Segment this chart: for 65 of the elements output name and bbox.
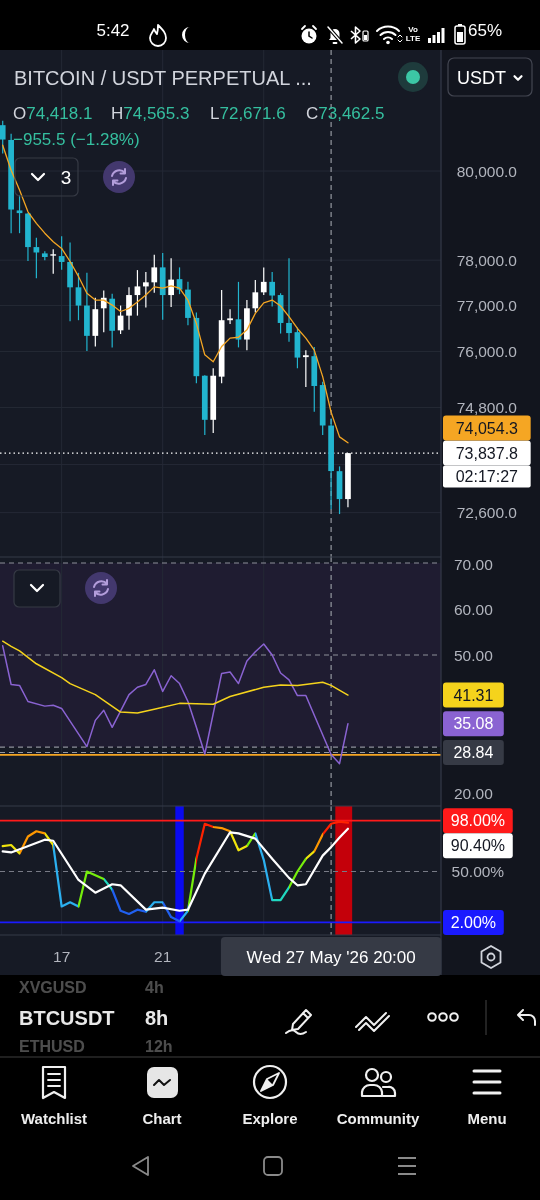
candlestick xyxy=(126,286,132,331)
candlestick xyxy=(151,254,158,294)
text: Community xyxy=(336,1110,420,1127)
ref-line-label: 73,837.8 xyxy=(455,444,519,462)
text: 5:42 xyxy=(96,21,130,40)
y-tick-label: 72,600.0 xyxy=(456,504,518,522)
text: BTCUSDT xyxy=(19,1007,115,1029)
candlestick xyxy=(134,269,141,317)
candlestick xyxy=(269,271,276,308)
candlestick xyxy=(260,266,267,296)
x-tick-label: 17 xyxy=(53,948,71,965)
y-tick-label: 2.00% xyxy=(450,913,497,931)
y-tick-label: 78,000.0 xyxy=(456,251,518,269)
candlestick xyxy=(75,272,82,321)
line-series xyxy=(1,820,350,923)
text: 12h xyxy=(145,1038,173,1055)
candlestick xyxy=(286,257,292,343)
candlestick xyxy=(227,308,233,325)
text: 41.31 xyxy=(453,686,494,704)
candlestick xyxy=(58,235,65,271)
y-tick-label: 74,800.0 xyxy=(456,399,518,417)
y-tick-label: 77,000.0 xyxy=(456,297,518,315)
text: USDT xyxy=(457,68,506,88)
y-tick-label: 80,000.0 xyxy=(456,162,518,180)
text: 4h xyxy=(145,979,164,996)
x-tick-label: 21 xyxy=(154,948,172,965)
y-tick-label: 20.00 xyxy=(454,784,494,802)
text: 35.08 xyxy=(453,715,494,733)
ref-line-label: 28.84 xyxy=(453,743,494,761)
candlestick xyxy=(142,271,149,308)
annotation: L72,671.6 xyxy=(210,104,286,123)
text: Watchlist xyxy=(20,1110,88,1127)
text: ETHUSD xyxy=(19,1038,85,1055)
y-tick-label: 76,000.0 xyxy=(456,343,518,361)
text: Chart xyxy=(142,1110,182,1127)
text: BITCOIN / USDT PERPETUAL ... xyxy=(14,67,312,89)
line-series xyxy=(1,640,349,714)
candlestick xyxy=(252,279,259,314)
text: 90.40% xyxy=(450,837,506,855)
y-tick-label: 70.00 xyxy=(454,555,494,573)
annotation: 3 xyxy=(60,167,72,188)
y-tick-label: 98.00% xyxy=(450,812,506,830)
candlestick xyxy=(302,349,309,388)
text: 65% xyxy=(468,21,503,40)
y-tick-label: 60.00 xyxy=(454,600,494,618)
candlestick xyxy=(50,248,57,275)
text: Explore xyxy=(242,1110,298,1127)
text: 74,054.3 xyxy=(455,419,519,437)
text: 02:17:27 xyxy=(455,467,519,485)
text: Menu xyxy=(467,1110,507,1127)
y-tick-label: 50.00 xyxy=(454,646,494,664)
line-series xyxy=(1,643,349,765)
y-tick-label: 50.00% xyxy=(451,863,505,881)
candlestick xyxy=(168,257,174,308)
candlestick xyxy=(16,194,23,234)
candlestick xyxy=(0,120,6,155)
annotation: −955.5 (−1.28%) xyxy=(13,130,140,149)
text: XVGUSD xyxy=(19,979,87,996)
annotation: O74,418.1 xyxy=(13,104,93,123)
text: Vo LTE xyxy=(405,25,421,43)
text: 8h xyxy=(145,1007,169,1029)
annotation: C73,462.5 xyxy=(306,104,385,123)
line-series xyxy=(1,827,350,912)
annotation: H74,565.3 xyxy=(111,104,190,123)
ref-line-label: Wed 27 May '26 20:00 xyxy=(246,948,416,967)
